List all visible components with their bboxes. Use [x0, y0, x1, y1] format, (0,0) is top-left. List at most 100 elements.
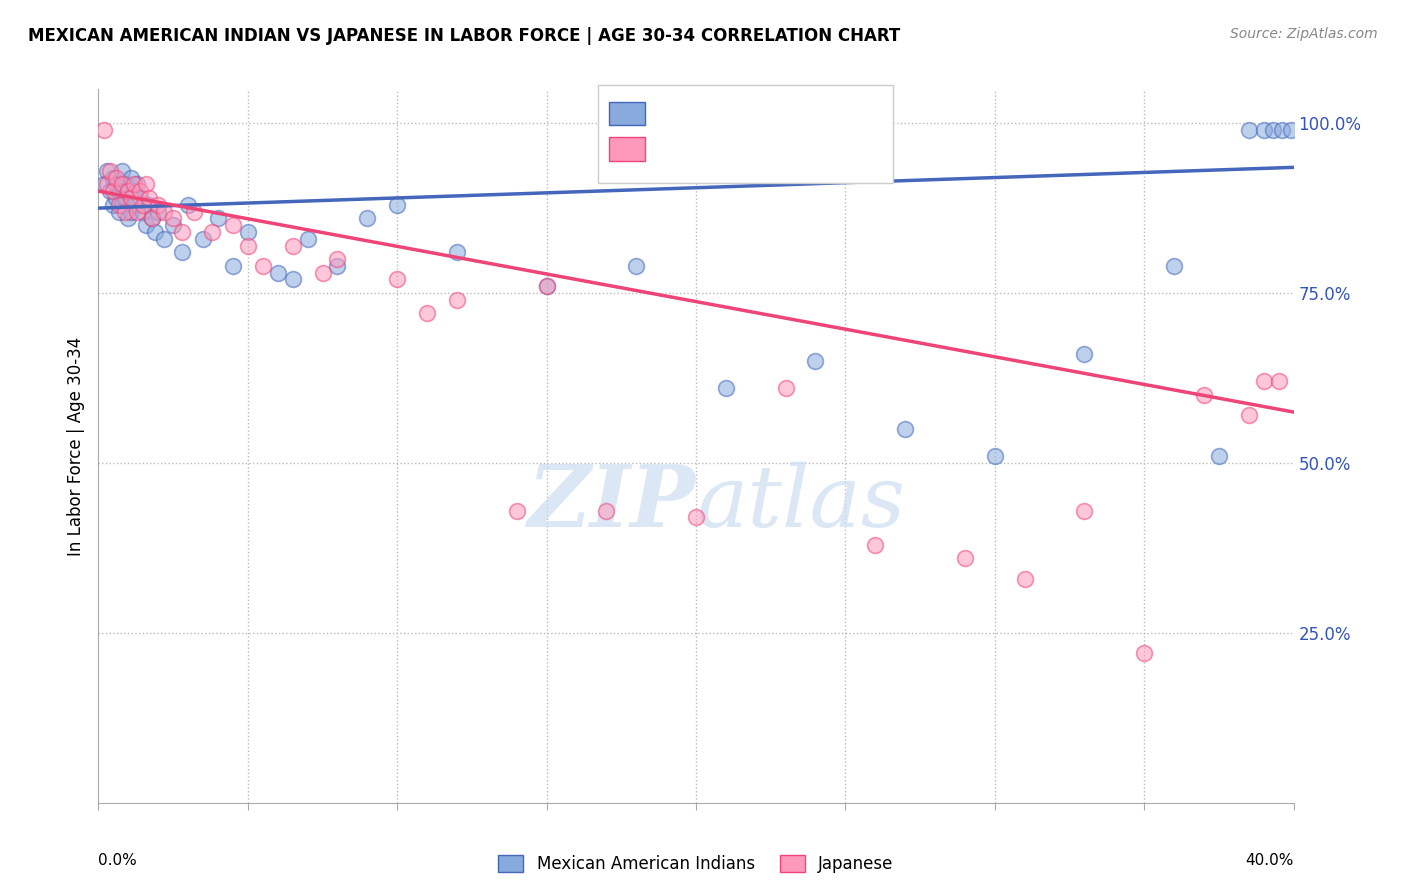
Text: N =: N = [752, 140, 783, 158]
Point [207, 211, 229, 226]
Point [120, 170, 142, 185]
Point [536, 279, 558, 293]
Point [103, 198, 125, 212]
Text: 0.0%: 0.0% [98, 853, 138, 868]
Point [236, 225, 259, 239]
Point [236, 238, 259, 252]
Point [111, 178, 134, 192]
Legend: Mexican American Indians, Japanese: Mexican American Indians, Japanese [492, 848, 900, 880]
Point [385, 198, 409, 212]
Point [183, 204, 205, 219]
Point [124, 184, 146, 198]
Point [111, 163, 134, 178]
Point [153, 204, 176, 219]
Point [1267, 375, 1289, 389]
Point [252, 259, 274, 273]
Point [595, 503, 617, 517]
Point [281, 238, 304, 252]
Point [124, 178, 146, 192]
Point [120, 204, 142, 219]
Text: Source: ZipAtlas.com: Source: ZipAtlas.com [1230, 27, 1378, 41]
Point [446, 245, 468, 260]
Point [356, 211, 378, 226]
Point [105, 178, 128, 192]
Point [326, 252, 349, 266]
Point [127, 178, 149, 192]
Point [93, 178, 115, 192]
Point [1163, 259, 1185, 273]
Point [117, 211, 139, 226]
Text: 46: 46 [787, 140, 813, 158]
Point [281, 272, 304, 286]
Point [111, 198, 134, 212]
Point [135, 178, 157, 192]
Point [114, 204, 136, 219]
Point [1192, 388, 1215, 402]
Text: R =: R = [650, 104, 681, 122]
Point [1014, 572, 1036, 586]
Point [311, 266, 333, 280]
Point [1271, 123, 1294, 137]
Point [141, 211, 163, 226]
Point [297, 232, 319, 246]
Point [98, 163, 122, 178]
Point [172, 225, 194, 239]
Point [984, 449, 1007, 463]
Point [222, 259, 245, 273]
Point [103, 170, 125, 185]
Text: 56: 56 [787, 104, 813, 122]
Point [129, 191, 152, 205]
Point [1073, 347, 1095, 361]
Point [135, 218, 157, 232]
Point [536, 279, 558, 293]
Point [117, 184, 139, 198]
Point [326, 259, 349, 273]
Text: ZIP: ZIP [529, 461, 696, 545]
Text: R =: R = [650, 140, 681, 158]
Point [201, 225, 224, 239]
Point [222, 218, 245, 232]
Text: atlas: atlas [696, 462, 905, 544]
Point [129, 184, 152, 198]
Point [626, 259, 648, 273]
Point [162, 218, 184, 232]
Point [267, 266, 290, 280]
Point [105, 191, 128, 205]
Point [172, 245, 194, 260]
Point [148, 204, 170, 219]
Point [132, 204, 155, 219]
Point [132, 198, 155, 212]
Point [1253, 123, 1275, 137]
Point [385, 272, 409, 286]
Point [108, 198, 131, 212]
Text: 0.156: 0.156 [686, 104, 749, 122]
Point [775, 381, 797, 395]
Point [114, 191, 136, 205]
Point [117, 184, 139, 198]
Text: MEXICAN AMERICAN INDIAN VS JAPANESE IN LABOR FORCE | AGE 30-34 CORRELATION CHART: MEXICAN AMERICAN INDIAN VS JAPANESE IN L… [28, 27, 900, 45]
Point [105, 170, 128, 185]
Point [153, 232, 176, 246]
Text: -0.391: -0.391 [682, 140, 747, 158]
Point [804, 354, 827, 368]
Point [114, 178, 136, 192]
Point [1073, 503, 1095, 517]
Point [865, 537, 887, 551]
Point [714, 381, 737, 395]
Text: 40.0%: 40.0% [1246, 853, 1294, 868]
Point [416, 306, 439, 320]
Point [1133, 646, 1156, 660]
Point [177, 198, 200, 212]
Point [1253, 375, 1275, 389]
Point [108, 184, 131, 198]
Text: N =: N = [752, 104, 783, 122]
Point [953, 551, 976, 566]
Point [96, 178, 118, 192]
Point [93, 123, 115, 137]
Point [506, 503, 529, 517]
Point [1237, 123, 1260, 137]
Point [1261, 123, 1284, 137]
Point [162, 211, 184, 226]
Point [138, 191, 160, 205]
Point [148, 198, 170, 212]
